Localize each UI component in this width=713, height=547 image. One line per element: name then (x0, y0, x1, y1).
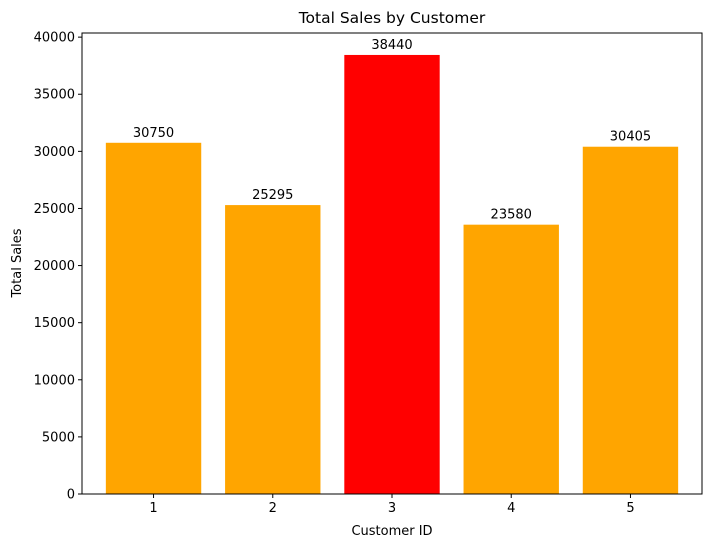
data-label-customer-4: 23580 (491, 208, 532, 223)
data-labels-group: 30750 25295 38440 23580 30405 (133, 38, 651, 223)
bar-customer-4 (463, 224, 559, 495)
y-tick-label: 10000 (34, 373, 75, 388)
y-tick-label: 0 (67, 488, 75, 503)
data-label-customer-5: 30405 (610, 130, 651, 145)
y-axis-label: Total Sales (10, 228, 25, 298)
bar-customer-1 (105, 142, 202, 495)
plot-frame (81, 32, 703, 495)
bar-customer-5 (582, 146, 679, 494)
bars-group (105, 54, 679, 495)
y-axis: 0 5000 10000 15000 20000 25000 30000 35000 40000 (34, 31, 82, 503)
y-tick-label: 5000 (42, 430, 75, 445)
y-tick-label: 20000 (34, 259, 75, 274)
y-tick-label: 25000 (34, 202, 75, 217)
x-tick-label: 3 (388, 501, 396, 516)
y-tick-label: 30000 (34, 145, 75, 160)
chart-title: Total Sales by Customer (298, 9, 486, 27)
bar-customer-2 (225, 205, 321, 494)
x-tick-label: 1 (149, 501, 157, 516)
x-tick-label: 5 (626, 501, 634, 516)
bar-customer-3 (344, 54, 440, 494)
x-tick-label: 4 (507, 501, 515, 516)
data-label-customer-2: 25295 (252, 188, 293, 203)
x-axis: 1 2 3 4 5 (149, 494, 635, 516)
x-tick-label: 2 (269, 501, 277, 516)
y-tick-label: 35000 (34, 88, 75, 103)
x-axis-label: Customer ID (351, 524, 432, 539)
y-tick-label: 40000 (34, 31, 75, 46)
data-label-customer-3: 38440 (371, 38, 412, 53)
y-tick-label: 15000 (34, 316, 75, 331)
data-label-customer-1: 30750 (133, 126, 174, 141)
